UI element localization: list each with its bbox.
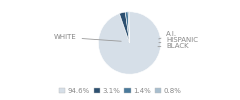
Wedge shape [119,12,130,43]
Wedge shape [125,12,130,43]
Wedge shape [98,12,161,74]
Text: A.I.: A.I. [159,31,178,39]
Legend: 94.6%, 3.1%, 1.4%, 0.8%: 94.6%, 3.1%, 1.4%, 0.8% [56,85,184,96]
Wedge shape [128,12,130,43]
Text: BLACK: BLACK [158,43,189,49]
Text: HISPANIC: HISPANIC [159,37,198,43]
Text: WHITE: WHITE [54,34,121,41]
